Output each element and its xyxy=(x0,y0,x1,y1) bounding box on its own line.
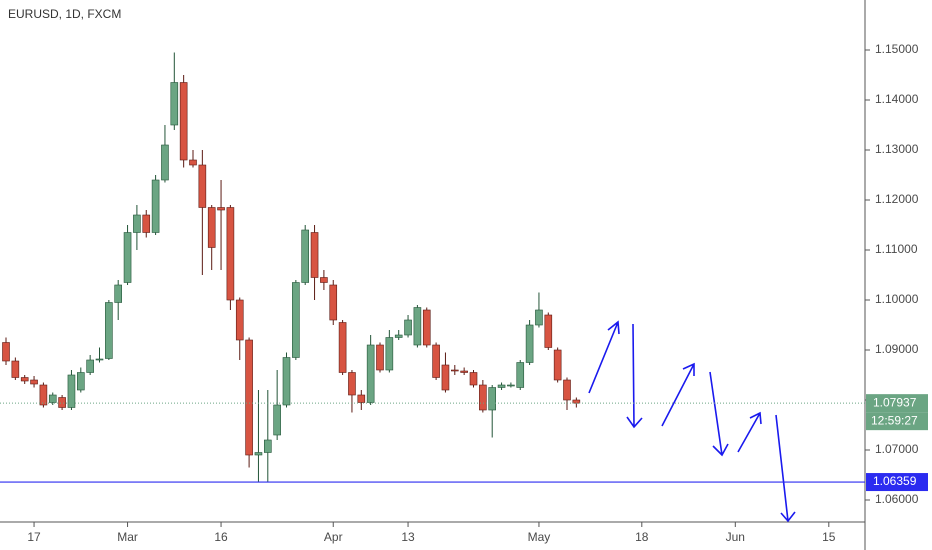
candle-body xyxy=(179,82,188,161)
arrow xyxy=(775,414,796,523)
candle-body xyxy=(2,342,10,362)
arrow xyxy=(588,320,620,394)
candle-body xyxy=(263,439,272,453)
candle-body xyxy=(48,394,57,403)
candle-body xyxy=(516,362,525,388)
candle-body xyxy=(479,384,487,411)
x-tick-label: Mar xyxy=(117,530,138,544)
x-tick-label: Apr xyxy=(324,530,343,544)
candle-body xyxy=(432,344,440,378)
candle-body xyxy=(544,314,553,348)
candle-body xyxy=(207,207,216,248)
candle-body xyxy=(441,364,450,391)
candle-body xyxy=(488,387,497,411)
candle-body xyxy=(235,299,244,341)
arrow xyxy=(737,411,762,453)
arrow xyxy=(626,323,643,429)
last-price-box xyxy=(866,394,928,413)
arrows xyxy=(588,320,796,523)
y-tick-label: 1.11000 xyxy=(875,242,918,256)
candle-body xyxy=(254,452,263,456)
candle-body xyxy=(460,370,468,373)
level-label: 1.06359 xyxy=(873,474,917,488)
candle-body xyxy=(30,379,38,385)
candle-body xyxy=(366,344,375,403)
candle-body xyxy=(310,232,319,278)
candle-body xyxy=(273,404,281,436)
chart-title: EURUSD, 1D, FXCM xyxy=(8,7,121,21)
y-tick-label: 1.15000 xyxy=(875,42,919,56)
candle-body xyxy=(86,359,94,373)
arrow xyxy=(661,362,695,427)
candle-body xyxy=(67,374,76,408)
candle-body xyxy=(114,284,122,303)
x-tick-label: 17 xyxy=(27,530,41,544)
candle-body xyxy=(413,307,422,346)
candle-body xyxy=(58,397,66,408)
y-tick-label: 1.07000 xyxy=(875,442,919,456)
candle-body xyxy=(563,379,571,401)
candle-body xyxy=(142,214,151,233)
countdown-box xyxy=(866,412,928,431)
candle-body xyxy=(198,164,207,208)
x-tick-label: Jun xyxy=(726,530,745,544)
y-tick-label: 1.10000 xyxy=(875,292,919,306)
candle-body xyxy=(329,284,338,321)
candle-body xyxy=(39,384,48,406)
candle-body xyxy=(95,358,104,361)
candle-body xyxy=(301,229,310,283)
candle-body xyxy=(357,394,366,403)
candle-body xyxy=(77,372,85,391)
candle-body xyxy=(151,179,160,233)
candle-body xyxy=(161,144,169,181)
candle-body xyxy=(525,324,534,363)
candle-body xyxy=(20,377,29,382)
candle-body xyxy=(189,159,197,166)
y-tick-label: 1.06000 xyxy=(875,492,919,506)
level-box xyxy=(866,473,928,492)
candle-body xyxy=(348,372,356,396)
x-tick-label: 18 xyxy=(635,530,649,544)
candle-body xyxy=(11,360,20,378)
candle-body xyxy=(507,384,515,387)
candle-body xyxy=(226,207,235,301)
y-tick-label: 1.13000 xyxy=(875,142,919,156)
candle-body xyxy=(282,357,291,406)
candle-body xyxy=(553,349,562,381)
candle-body xyxy=(338,322,347,373)
candle-body xyxy=(497,384,506,388)
candle-body xyxy=(394,334,403,338)
candle-body xyxy=(170,82,179,126)
x-tick-label: May xyxy=(528,530,551,544)
y-tick-label: 1.12000 xyxy=(875,192,919,206)
candle-body xyxy=(376,344,384,371)
candle-body xyxy=(133,214,141,233)
arrow xyxy=(709,371,729,457)
candle-body xyxy=(245,339,253,456)
candle-body xyxy=(217,207,225,211)
candle-body xyxy=(105,302,113,359)
candle-body xyxy=(535,309,543,326)
last-price-label: 1.07937 xyxy=(873,395,917,409)
candle-body xyxy=(450,369,459,372)
candle-body xyxy=(469,372,478,386)
x-tick-label: 13 xyxy=(401,530,415,544)
countdown: 12:59:27 xyxy=(871,413,918,427)
candle-body xyxy=(123,232,132,283)
y-tick-label: 1.09000 xyxy=(875,342,919,356)
candle-body xyxy=(320,277,328,283)
x-tick-label: 15 xyxy=(822,530,836,544)
y-tick-label: 1.14000 xyxy=(875,92,919,106)
candle-body xyxy=(404,319,412,336)
candle-body xyxy=(385,337,394,371)
candle-body xyxy=(422,309,431,346)
x-tick-label: 16 xyxy=(214,530,228,544)
candle-body xyxy=(292,282,300,358)
